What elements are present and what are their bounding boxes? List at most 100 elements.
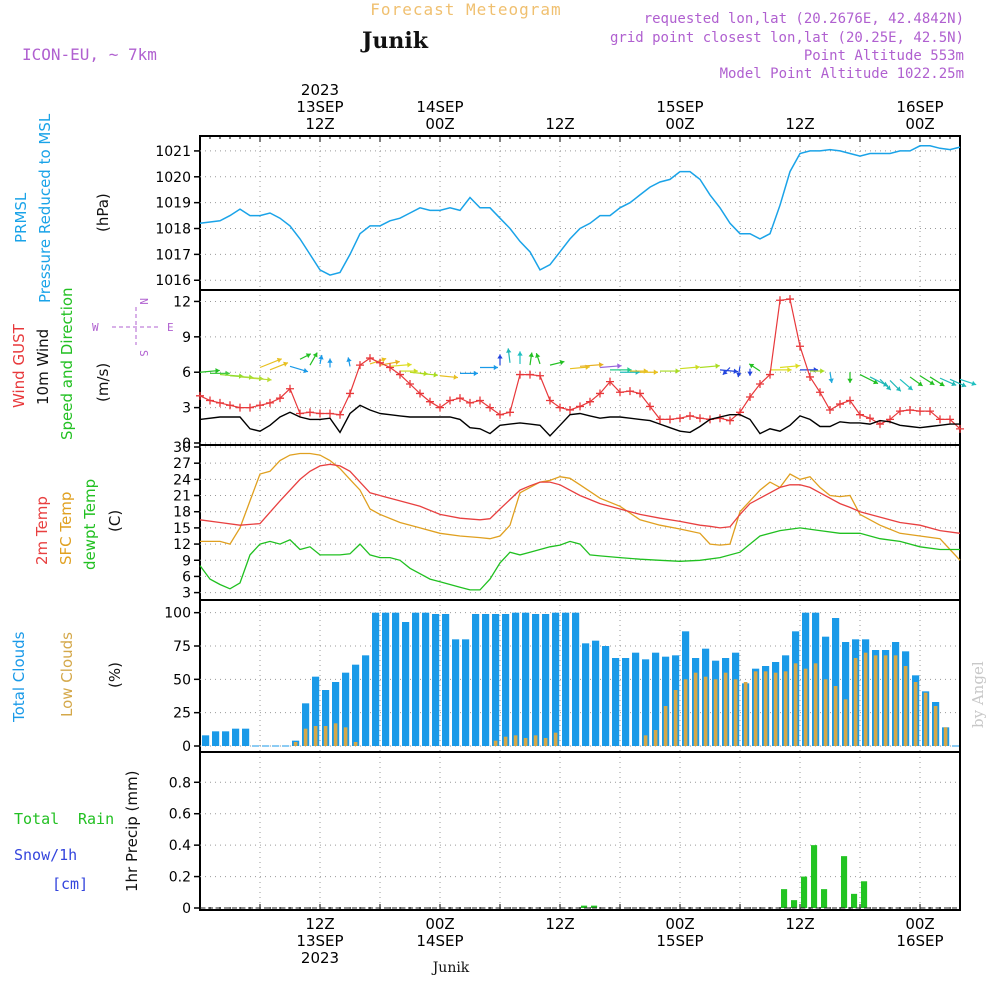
low-clouds-bar xyxy=(803,668,808,746)
wind-arrow-head xyxy=(820,368,825,374)
low-clouds-bar xyxy=(733,679,738,746)
gust-point xyxy=(356,361,364,370)
wind-arrow-head xyxy=(517,351,523,356)
total-clouds-bar xyxy=(422,612,430,746)
y-axis-precip: 0 0.2 0.4 0.6 0.8 xyxy=(169,775,960,917)
gust-point xyxy=(836,400,844,409)
series-2m-temp xyxy=(199,463,961,534)
wind-arrow xyxy=(289,365,309,374)
gust-point xyxy=(766,370,774,379)
wind-arrow-head xyxy=(381,357,387,363)
gust-point xyxy=(466,398,474,407)
y-tick-label: 21 xyxy=(173,489,191,505)
bottom-time-label: 00Z xyxy=(665,915,694,933)
total-clouds-bar xyxy=(372,612,380,746)
low-clouds-bar xyxy=(343,727,348,746)
rain-bar xyxy=(851,893,858,908)
precip-mm-label: 1hr Precip (mm) xyxy=(123,771,141,892)
wind-arrow xyxy=(779,363,800,369)
wind-arrow-head xyxy=(473,370,478,377)
top-time-label: 12Z xyxy=(305,115,334,133)
total-clouds-bar xyxy=(612,658,620,746)
gust-point xyxy=(366,354,374,363)
y-tick-label: 15 xyxy=(173,521,191,537)
wind-arrow-head xyxy=(305,353,311,359)
y-tick-label: 1020 xyxy=(155,170,191,186)
wind-arrow xyxy=(549,359,565,366)
y-tick-label: 24 xyxy=(173,472,191,488)
temp2m-label: 2m Temp xyxy=(33,496,51,565)
gust-point xyxy=(426,397,434,406)
gust-point xyxy=(296,409,304,418)
y-tick-label: 1021 xyxy=(155,144,191,160)
wind-arrow xyxy=(899,378,913,391)
wind-arrow-head xyxy=(907,385,913,391)
prmsl-label: PRMSL xyxy=(12,192,30,243)
wind-arrow xyxy=(949,378,967,388)
wind-arrow-head xyxy=(433,372,438,378)
gust-point xyxy=(196,391,204,400)
rain-bar xyxy=(791,900,798,908)
low-clouds-bar xyxy=(513,735,518,746)
top-time-label: 12Z xyxy=(785,115,814,133)
gust-point xyxy=(476,396,484,405)
bottom-time-label: 12Z xyxy=(305,915,334,933)
bottom-time-label: 13SEP xyxy=(296,932,343,950)
rain-bar xyxy=(591,905,598,908)
gust-point xyxy=(286,384,294,393)
total-clouds-bar xyxy=(332,682,340,746)
y-tick-label: 0.4 xyxy=(169,838,191,854)
gust-point xyxy=(656,415,664,424)
wind-arrow-head xyxy=(528,352,534,358)
y-tick-label: 9 xyxy=(182,330,191,346)
y-tick-label: 9 xyxy=(182,553,191,569)
top-time-label: 2023 xyxy=(301,81,339,99)
gust-point xyxy=(786,295,794,304)
gust-point xyxy=(326,409,334,418)
total-clouds-bar xyxy=(662,656,670,746)
low-clouds-label: Low Clouds xyxy=(58,632,76,717)
wind-arrow xyxy=(747,368,753,376)
gust-point xyxy=(306,408,314,417)
total-clouds-bar xyxy=(342,672,350,746)
compass-rose: N S W E xyxy=(92,298,174,357)
gust-point xyxy=(526,370,534,379)
y-tick-label: 0 xyxy=(182,739,191,755)
wind-arrow-head xyxy=(627,367,632,373)
total-clouds-bar xyxy=(392,612,400,746)
total-clouds-bar xyxy=(212,731,220,746)
wind-arrow xyxy=(699,363,720,369)
wind-arrow-head xyxy=(917,381,923,386)
low-clouds-bar xyxy=(783,671,788,746)
gust-point xyxy=(596,389,604,398)
compass-s: S xyxy=(137,350,150,357)
bottom-time-label: 12Z xyxy=(785,915,814,933)
total-clouds-bar xyxy=(202,735,210,746)
wind-arrow xyxy=(810,368,825,374)
bottom-time-label: 12Z xyxy=(545,915,574,933)
y-tick-label: 12 xyxy=(173,537,191,553)
series-prmsl xyxy=(199,145,961,276)
wind-arrow xyxy=(736,366,742,378)
wind-arrow xyxy=(528,352,534,366)
wind-arrow xyxy=(506,348,512,363)
wind-arrow-head xyxy=(395,359,400,365)
total-clouds-bar xyxy=(452,639,460,746)
wind-arrow xyxy=(959,378,977,386)
gust-markers xyxy=(196,295,964,433)
wind-arrow xyxy=(879,378,892,391)
wind-arrow-head xyxy=(598,362,604,368)
grid-point-coords: grid point closest lon,lat (20.25E, 42.5… xyxy=(610,30,964,46)
low-clouds-bar xyxy=(913,682,918,746)
wind-arrow-head xyxy=(453,374,458,380)
wind-direction-arrows xyxy=(199,348,977,392)
gust-point xyxy=(636,389,644,398)
y-tick-label: 6 xyxy=(182,569,191,585)
wind-arrow xyxy=(439,374,459,380)
total-clouds-bar xyxy=(572,612,580,746)
wind-arrow xyxy=(269,361,289,371)
wind-arrow-head xyxy=(961,382,967,388)
low-clouds-bar xyxy=(533,735,538,746)
y-tick-label: 27 xyxy=(173,456,191,472)
gust-point xyxy=(756,380,764,389)
